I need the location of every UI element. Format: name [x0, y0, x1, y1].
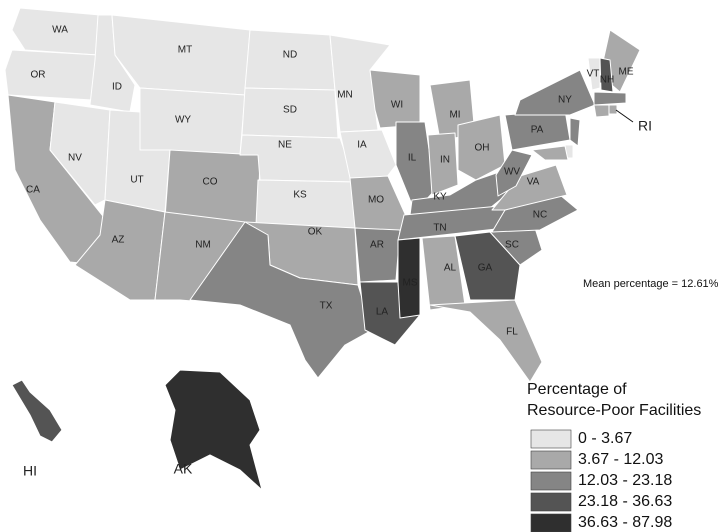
state: [608, 104, 618, 115]
state-label: WV: [504, 167, 520, 178]
state-label: OH: [475, 143, 490, 154]
state-label: KY: [433, 192, 447, 203]
state: [164, 369, 263, 491]
annotation: Mean percentage = 12.61%: [583, 278, 719, 290]
state: [457, 114, 506, 181]
state-label: FL: [506, 327, 518, 338]
legend-label: 3.67 - 12.03: [578, 451, 664, 468]
state: [427, 132, 459, 196]
state: [531, 145, 569, 161]
state-label: HI: [23, 463, 37, 479]
legend: 0 - 3.67 3.67 - 12.03 12.03 - 23.18 23.18 -…: [530, 429, 672, 532]
state-label: MT: [178, 45, 192, 56]
state: [514, 69, 596, 116]
state: [4, 49, 99, 101]
state-label: SD: [283, 105, 297, 116]
state: [454, 231, 521, 301]
state-label: ME: [619, 67, 634, 78]
state: [397, 237, 421, 319]
leader-line: [615, 109, 634, 123]
state-label: SC: [505, 240, 519, 251]
legend-swatch: [530, 492, 572, 512]
state: [339, 129, 397, 179]
state-label: WA: [52, 25, 68, 36]
legend-swatch: [530, 513, 572, 532]
state-label: IA: [357, 140, 367, 151]
state-label: NY: [558, 95, 572, 106]
state: [354, 227, 401, 283]
state-label: WY: [175, 115, 191, 126]
state: [593, 91, 627, 106]
state-label: OK: [308, 227, 323, 238]
state: [593, 104, 610, 118]
state-label: IN: [440, 155, 450, 166]
state-label: MI: [449, 110, 460, 121]
state-label: NE: [278, 140, 292, 151]
state-label: NC: [533, 210, 547, 221]
state-label: AK: [174, 461, 193, 477]
state: [587, 57, 601, 91]
state-label: TN: [433, 223, 446, 234]
state: [429, 299, 543, 383]
state-label: CO: [203, 177, 218, 188]
state-label: IL: [408, 153, 417, 164]
state: [599, 57, 614, 93]
state: [495, 149, 533, 197]
legend-title: Percentage of: [527, 381, 627, 398]
state-label: ID: [112, 82, 122, 93]
state-label: CA: [26, 185, 40, 196]
legend-title: Resource-Poor Facilities: [527, 402, 701, 419]
legend-swatch: [530, 471, 572, 491]
state-label: AZ: [112, 235, 125, 246]
state-label: TX: [320, 301, 333, 312]
legend-label: 12.03 - 23.18: [578, 472, 672, 489]
state-label: WI: [391, 100, 403, 111]
state-label: MN: [337, 90, 353, 101]
legend-label: 0 - 3.67: [578, 430, 632, 447]
state-label: OR: [31, 70, 46, 81]
state-label: NM: [195, 240, 211, 251]
state-label: MS: [403, 278, 418, 289]
state-label: KS: [293, 190, 307, 201]
state-label: AR: [370, 240, 384, 251]
state-label: AL: [444, 263, 457, 274]
state-label: UT: [130, 175, 143, 186]
state: [569, 117, 581, 147]
state-label: MO: [368, 195, 384, 206]
state-labels: WA OR CA NV ID MT WY UT CO AZ NM ND SD NE KS OK TX MN IA MO…: [23, 25, 652, 479]
state: [11, 379, 63, 443]
state: [255, 179, 356, 229]
state-label: PA: [531, 125, 544, 136]
state-label: RI: [638, 118, 652, 134]
state: [189, 221, 373, 379]
legend-swatch: [530, 450, 572, 470]
state-label: NH: [600, 75, 614, 86]
state-label: VT: [587, 69, 600, 80]
state-label: ND: [283, 50, 297, 61]
state-label: NV: [68, 153, 82, 164]
states: [4, 7, 641, 491]
state: [139, 87, 246, 156]
legend-swatch: [530, 429, 572, 449]
state: [49, 101, 111, 206]
legend-label: 36.63 - 87.98: [578, 514, 672, 531]
state-label: GA: [478, 263, 493, 274]
state-label: LA: [376, 307, 389, 318]
legend-label: 23.18 - 36.63: [578, 493, 672, 510]
state-label: VA: [527, 177, 540, 188]
